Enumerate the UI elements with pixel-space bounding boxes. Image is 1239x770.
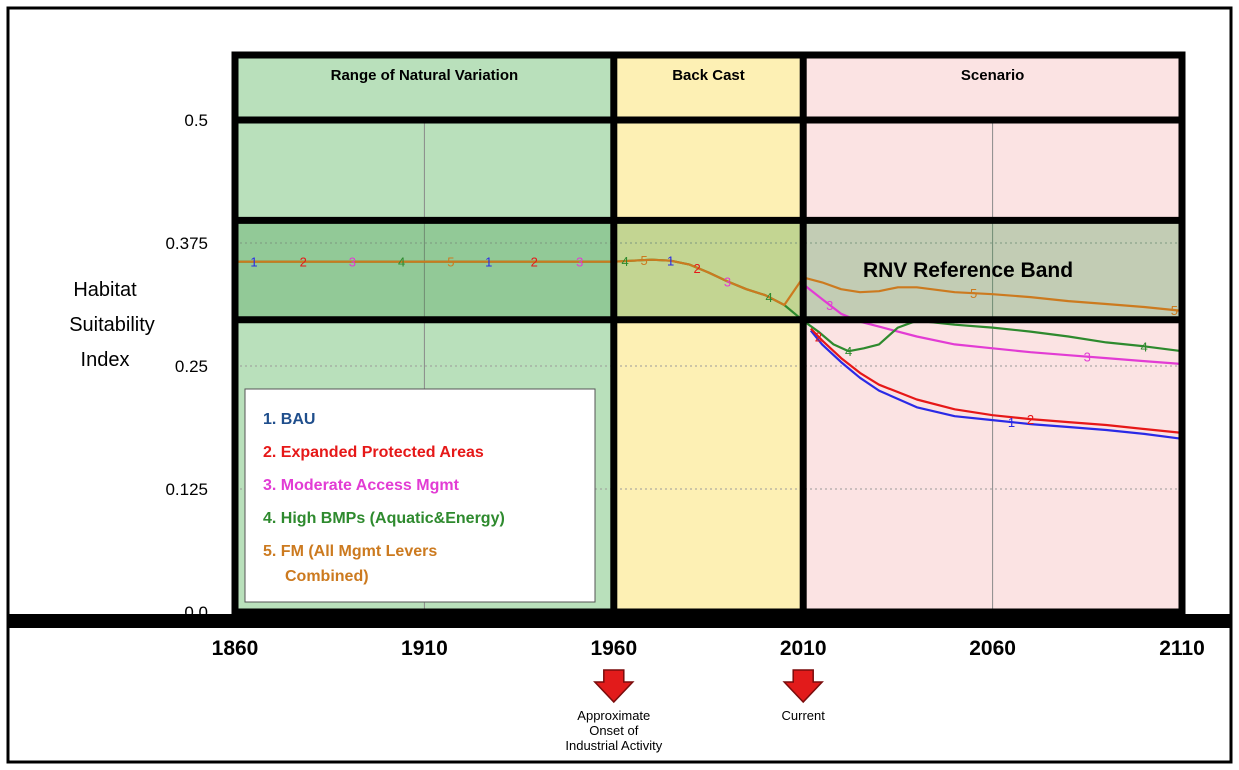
y-axis-label-line: Suitability — [69, 314, 155, 336]
x-tick-label: 2010 — [780, 637, 827, 660]
reference-band-fill — [235, 220, 1182, 320]
series-marker: 4 — [1141, 339, 1148, 354]
y-axis-label: HabitatSuitabilityIndexHabitat Suitabili… — [69, 279, 155, 371]
y-tick-label: 0.0 — [184, 603, 208, 622]
series-marker: 5 — [447, 255, 454, 270]
plot-frame — [8, 51, 1231, 628]
reference-band-label: RNV Reference Band — [863, 259, 1073, 282]
x-tick-label: 1910 — [401, 637, 448, 660]
series-marker: 3 — [576, 255, 583, 270]
period-background — [613, 55, 804, 612]
annotation-label: Industrial Activity — [565, 738, 662, 753]
period-label: Range of Natural Variation — [331, 67, 519, 84]
y-tick-label: 0.125 — [165, 480, 208, 499]
series-line — [810, 327, 1183, 434]
legend-entry: 4. High BMPs (Aquatic&Energy) — [263, 510, 505, 527]
x-tick-label: 1960 — [590, 637, 637, 660]
series-marker: 2 — [815, 329, 822, 344]
series-marker: 3 — [826, 298, 833, 313]
series-marker: 5 — [970, 286, 977, 301]
x-tick-label: 2110 — [1159, 637, 1205, 660]
period-label: Back Cast — [672, 67, 745, 84]
y-axis-label-line: Habitat — [73, 279, 137, 301]
series-marker: 3 — [1084, 350, 1091, 365]
legend-entry: Combined) — [285, 568, 369, 585]
series-marker: 2 — [531, 255, 538, 270]
series-marker: 2 — [1027, 412, 1034, 427]
legend-entry: 2. Expanded Protected Areas — [263, 444, 484, 461]
legend-box — [244, 388, 596, 603]
series-line — [802, 283, 1183, 366]
series-marker: 1 — [250, 255, 257, 270]
series-marker: 5 — [640, 253, 647, 268]
y-axis-label-line: Index — [81, 349, 130, 371]
series-marker: 4 — [398, 255, 405, 270]
series-marker: 3 — [724, 274, 731, 289]
series-marker: 4 — [845, 344, 852, 359]
series-marker: 1 — [667, 254, 674, 269]
series-marker: 2 — [694, 261, 701, 276]
series-marker: 2 — [300, 255, 307, 270]
legend-entry: 5. FM (All Mgmt Levers — [263, 543, 437, 560]
x-tick-label: 1860 — [212, 637, 259, 660]
series-marker: 1 — [485, 255, 492, 270]
legend-entry: 1. BAU — [263, 411, 315, 428]
y-tick-label: 0.375 — [165, 234, 208, 253]
series-marker: 3 — [349, 255, 356, 270]
legend-entry: 3. Moderate Access Mgmt — [263, 477, 460, 494]
x-axis-ticks: 1860 1910 1960 2010 2060 2110 — [212, 637, 1205, 660]
y-axis-ticks: 0.0 0.125 0.25 0.375 0.5 — [165, 111, 208, 622]
down-arrow-icon — [782, 669, 824, 704]
rnv-reference-band: RNV Reference Band — [235, 220, 1182, 320]
series-line — [235, 258, 1183, 312]
annotation-label: Onset of — [589, 723, 639, 738]
plot-border — [231, 51, 1186, 616]
x-axis-bar — [8, 614, 1231, 628]
annotation-label: Current — [782, 708, 826, 723]
down-arrow-icon — [593, 669, 635, 704]
series-line — [809, 329, 1183, 440]
annotation-label: Approximate — [577, 708, 650, 723]
x-tick-label: 2060 — [969, 637, 1016, 660]
legend: 1. BAU 2. Expanded Protected Areas 3. Mode… — [244, 388, 596, 603]
series-marker: 5 — [1171, 303, 1178, 318]
y-tick-label: 0.25 — [175, 357, 208, 376]
series-marker: 4 — [622, 254, 629, 269]
series-marker: 4 — [765, 290, 772, 305]
y-tick-label: 0.5 — [184, 111, 208, 130]
series-marker: 1 — [1008, 415, 1015, 430]
period-label: Scenario — [961, 67, 1024, 84]
